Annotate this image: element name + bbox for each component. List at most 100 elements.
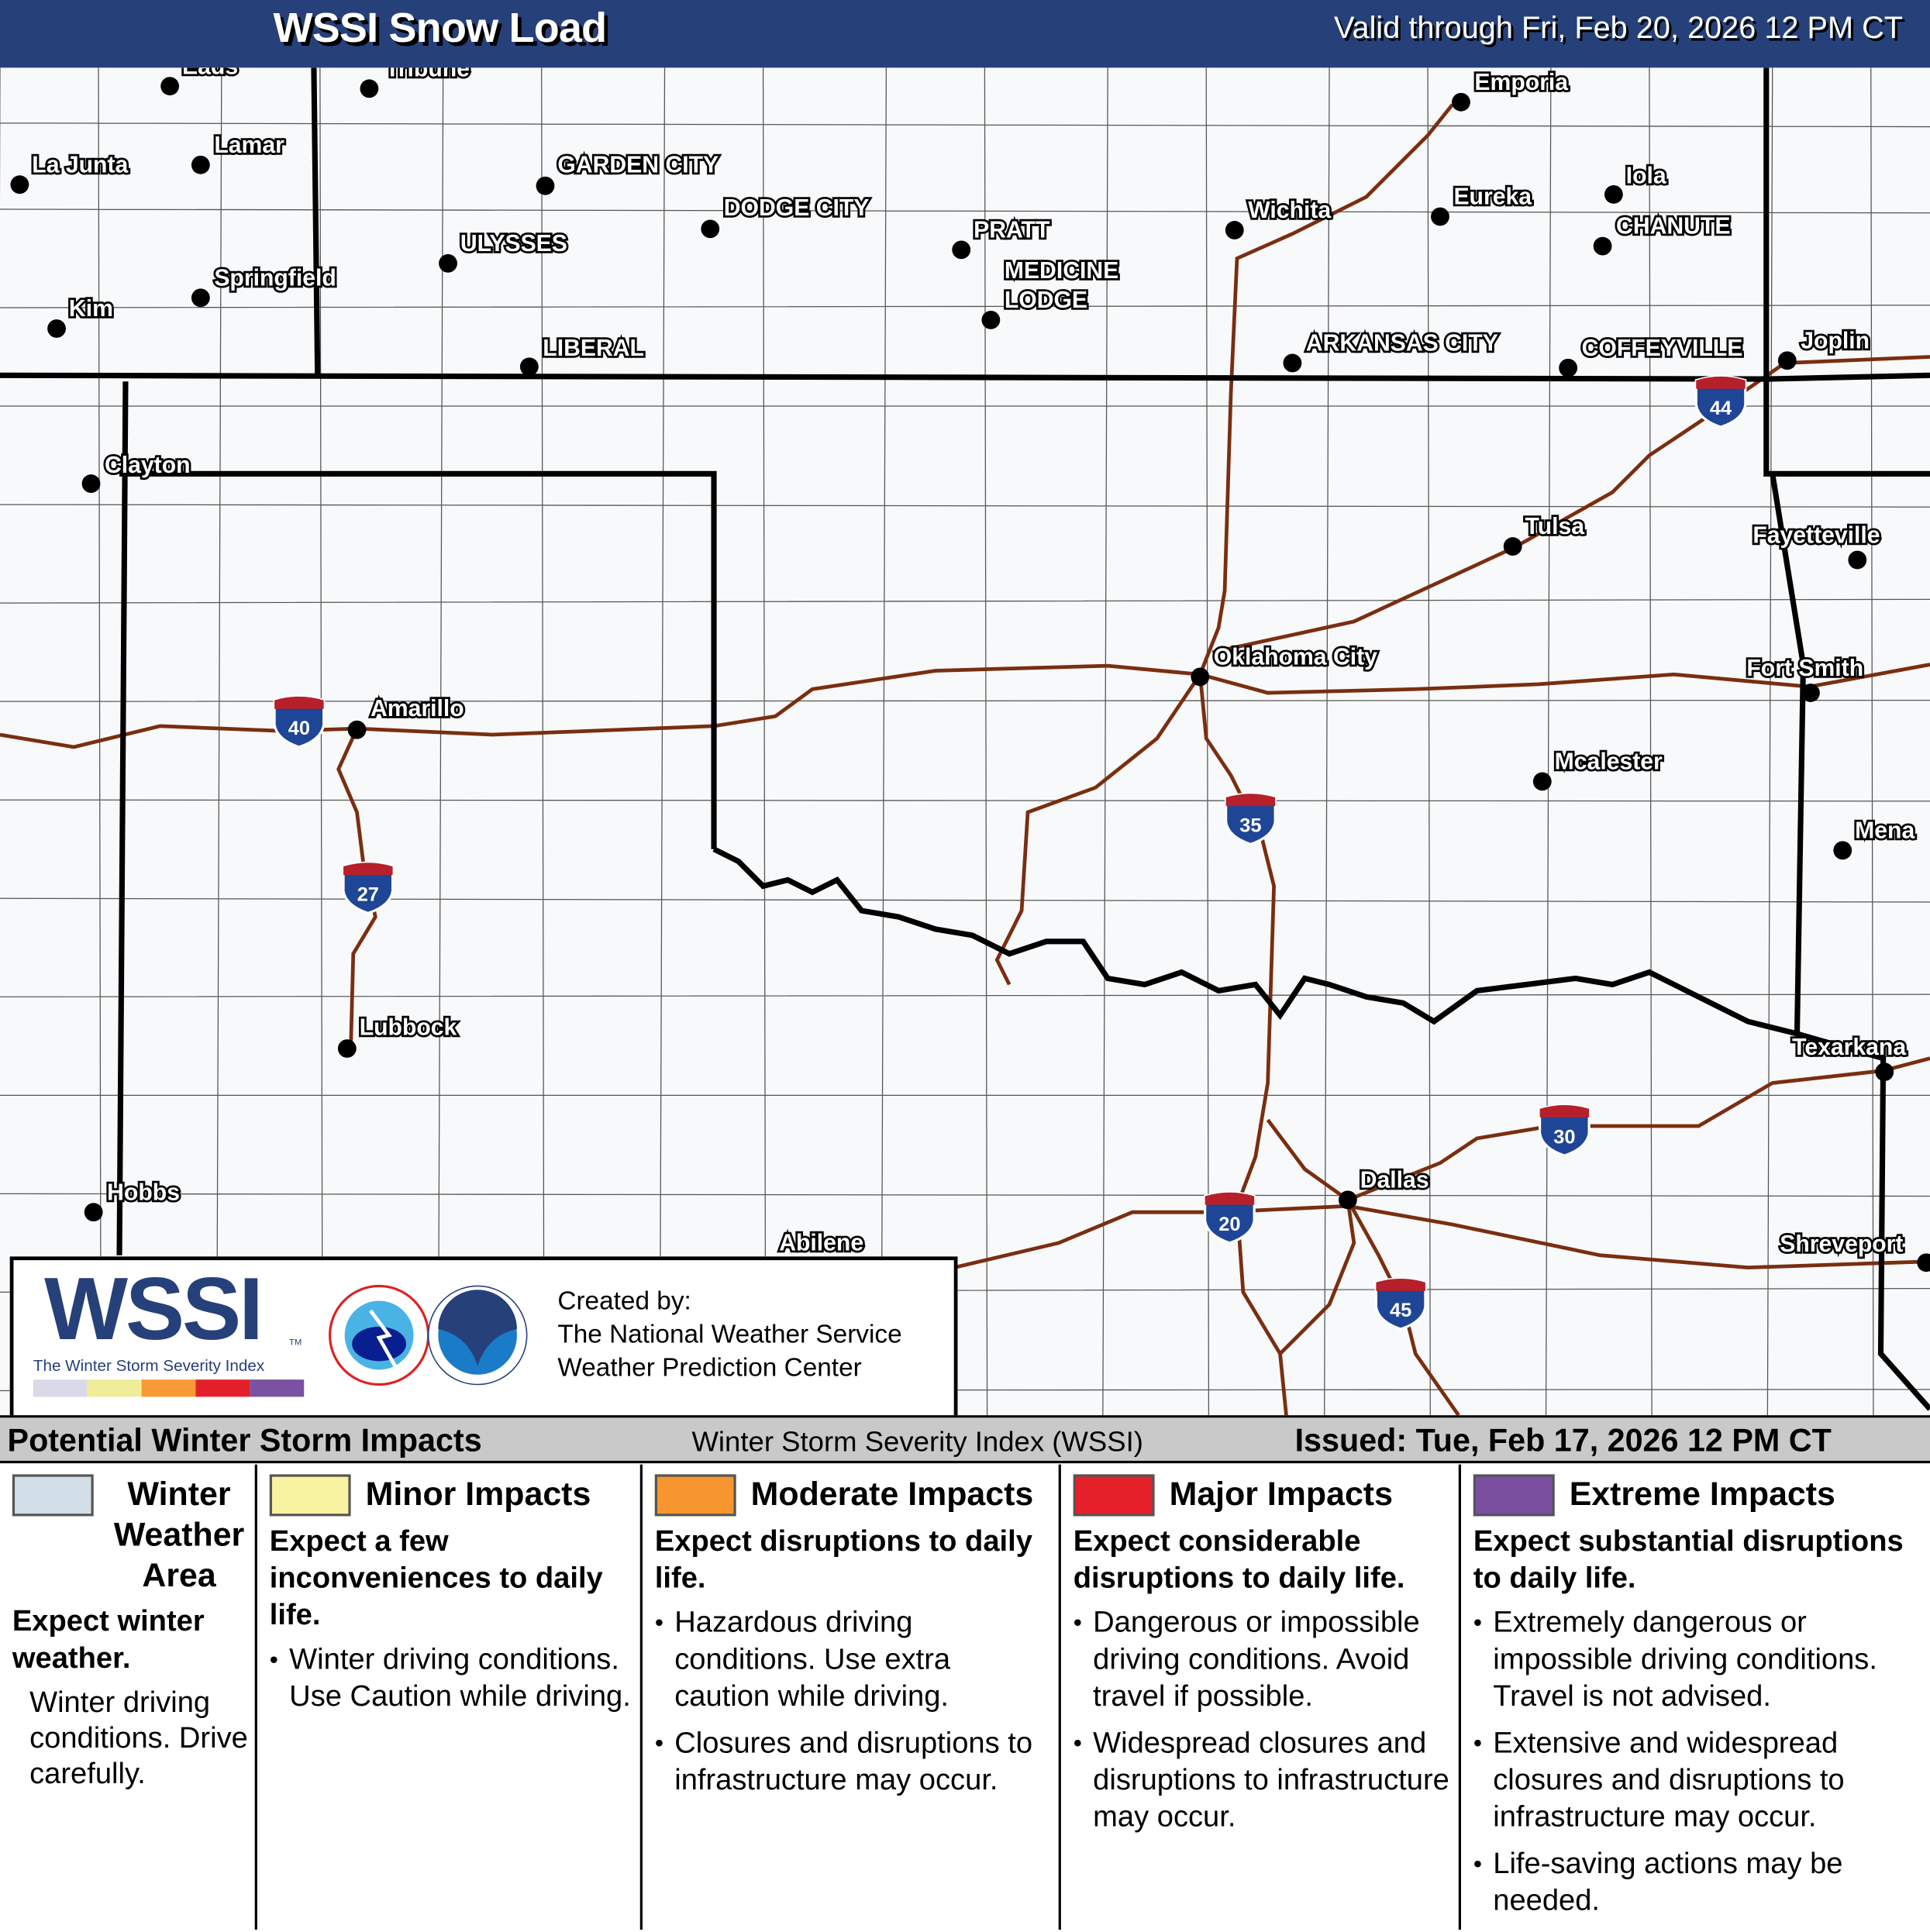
legend-bullet: Life-saving actions may be needed.: [1473, 1846, 1925, 1920]
city-label: LIBERAL: [543, 336, 644, 361]
issued-time: Issued: Tue, Feb 17, 2026 12 PM CT: [1294, 1421, 1832, 1458]
city-dot: [1604, 184, 1623, 204]
legend-category-name: Extreme Impacts: [1569, 1476, 1835, 1513]
city-dot: [81, 474, 101, 493]
city-label: Oklahoma City: [1214, 645, 1377, 670]
map-title: WSSI Snow Load: [273, 5, 608, 52]
shield-number: 35: [1239, 814, 1261, 836]
shield-number: 30: [1553, 1126, 1575, 1148]
city-dot: [1801, 684, 1820, 702]
city-label: DODGE CITY: [724, 195, 870, 221]
county-borders: [0, 67, 1930, 1416]
legend-bullet: Winter driving conditions. Use Caution w…: [270, 1641, 636, 1715]
city-label: Shreveport: [1780, 1231, 1903, 1257]
legend-category-header: Moderate Impacts: [654, 1474, 1054, 1517]
legend-category: Minor Impacts Expect a few inconveniences…: [254, 1464, 640, 1930]
legend-category: Extreme Impacts Expect substantial disrup…: [1458, 1464, 1930, 1930]
city-dot: [191, 288, 210, 308]
city-dot: [1191, 667, 1210, 687]
city-label: PRATT: [974, 217, 1050, 243]
city-label: CHANUTE: [1616, 214, 1730, 239]
legend-category-name: Major Impacts: [1169, 1476, 1393, 1513]
city-dot: [439, 253, 457, 273]
legend-swatch: [12, 1474, 94, 1517]
shield-number: 45: [1390, 1300, 1411, 1321]
city-dot: [1593, 236, 1612, 256]
legend-category: Moderate Impacts Expect disruptions to da…: [639, 1464, 1059, 1930]
city-dot: [1283, 353, 1302, 373]
city-label: Texarkana: [1792, 1035, 1906, 1060]
wssi-logo: WSSI: [44, 1260, 264, 1359]
city-label: Eureka: [1453, 184, 1532, 210]
city-label: Joplin: [1801, 328, 1870, 353]
wssi-tm: TM: [289, 1338, 302, 1348]
shield-number: 20: [1218, 1214, 1240, 1235]
city-label: La Junta: [32, 152, 128, 177]
legend-category-name: Minor Impacts: [365, 1476, 591, 1513]
interstate-shield-27: 27: [342, 861, 395, 914]
wssi-bar-swatch: [195, 1379, 250, 1397]
wssi-bar-swatch: [250, 1379, 305, 1397]
city-label: ULYSSES: [460, 231, 567, 257]
city-dot: [1338, 1190, 1357, 1210]
legend-bullet: Closures and disruptions to infrastructu…: [655, 1725, 1054, 1799]
city-dot: [701, 219, 720, 239]
city-label: Iola: [1626, 164, 1666, 189]
legend-swatch: [269, 1474, 351, 1517]
legend-header: Potential Winter Storm Impacts Winter St…: [0, 1417, 1930, 1464]
city-dot: [1875, 1062, 1894, 1082]
map: 40 27 35 44 30 20 45 Eads Tribune Lamar La Junta G…: [0, 67, 1930, 1416]
interstate-shield-40: 40: [273, 695, 326, 749]
legend-category-header: Major Impacts: [1073, 1474, 1454, 1517]
legend-description: Expect substantial disruptions to daily …: [1473, 1524, 1904, 1596]
city-label: GARDEN CITY: [557, 152, 719, 177]
city-dot: [1833, 841, 1852, 860]
state-borders: [0, 67, 1930, 1411]
legend-category-name: Winter Weather Area: [113, 1476, 245, 1594]
legend-category-header: Winter Weather Area: [12, 1474, 250, 1596]
city-dot: [347, 720, 367, 739]
legend-swatch: [654, 1474, 736, 1517]
city-dot: [1848, 550, 1867, 570]
interstate-40-route: [0, 663, 1930, 749]
legend-description: Expect considerable disruptions to daily…: [1073, 1524, 1405, 1596]
city-dot: [1532, 772, 1552, 791]
nws-logo-icon: [328, 1284, 430, 1386]
city-label: Lamar: [214, 133, 284, 158]
legend-description: Expect winter weather.: [12, 1604, 205, 1675]
legend-swatch: [1473, 1474, 1555, 1517]
interstate-shield-30: 30: [1539, 1104, 1591, 1157]
interstate-30-route: [1346, 1056, 1930, 1202]
wssi-bar-swatch: [33, 1379, 88, 1397]
interstate-44-ne-route: [1211, 355, 1930, 654]
city-dot: [1559, 358, 1578, 377]
interstate-shield-35: 35: [1225, 792, 1277, 846]
legend: Potential Winter Storm Impacts Winter St…: [0, 1415, 1930, 1932]
city-label: LODGE: [1005, 288, 1087, 313]
city-dot: [337, 1039, 357, 1058]
legend-bullet: Dangerous or impossible driving conditio…: [1074, 1605, 1454, 1716]
nws-noaa-logos: [328, 1284, 528, 1386]
city-dot: [47, 319, 66, 338]
city-label: ARKANSAS CITY: [1306, 331, 1498, 356]
city-label: Kim: [69, 296, 113, 322]
city-dot: [84, 1203, 103, 1222]
city-dot: [1452, 92, 1470, 112]
city-label: Eads: [182, 67, 238, 79]
city-dot: [1503, 537, 1522, 556]
city-dot: [1225, 221, 1244, 239]
interstate-shield-45: 45: [1374, 1277, 1427, 1331]
city-dot: [360, 79, 379, 98]
city-dot: [1917, 1253, 1930, 1273]
city-dot: [160, 77, 180, 96]
interstate-shield-20: 20: [1204, 1191, 1256, 1245]
city-label: Dallas: [1360, 1167, 1429, 1193]
legend-bullet: Extremely dangerous or impossible drivin…: [1473, 1605, 1925, 1716]
city-label: Tribune: [385, 67, 470, 81]
wssi-bar-swatch: [87, 1379, 142, 1397]
city-dot: [981, 310, 1001, 329]
county-lines: [0, 67, 1930, 1416]
legend-description: Expect disruptions to daily life.: [654, 1524, 1032, 1596]
legend-category: Winter Weather Area Expect winter weather…: [0, 1465, 255, 1930]
